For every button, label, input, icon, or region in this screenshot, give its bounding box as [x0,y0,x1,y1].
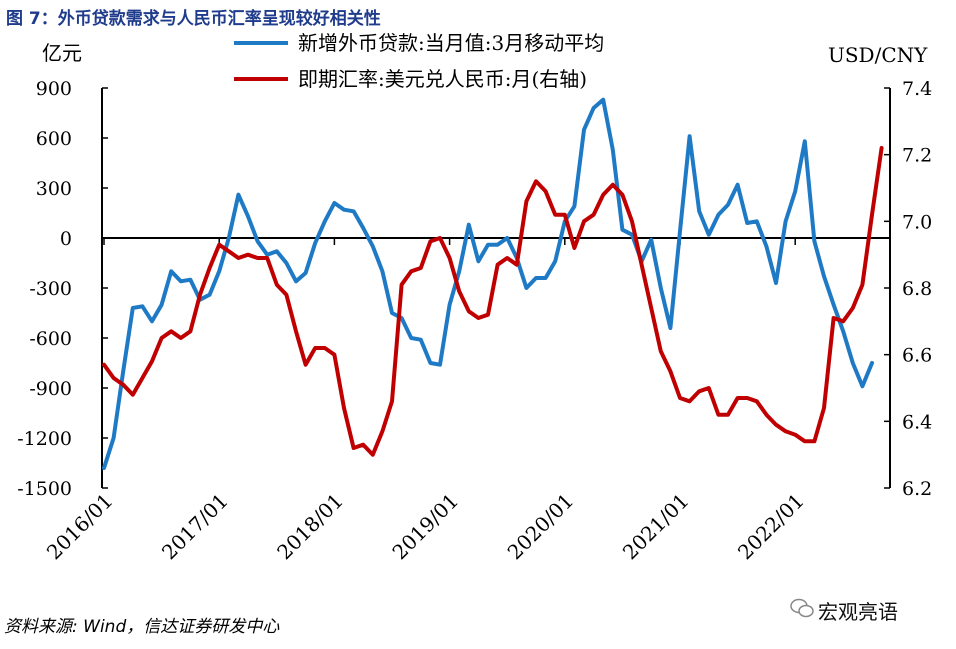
right-tick-label: 6.8 [902,278,932,300]
watermark: 宏观亮语 [818,600,898,624]
right-tick-label: 6.4 [902,411,932,433]
left-tick-label: -1500 [17,478,72,500]
left-tick-label: 0 [60,228,72,250]
x-tick-label: 2021/01 [618,489,694,565]
x-tick-label: 2019/01 [387,489,463,565]
right-tick-label: 6.6 [902,345,932,367]
source-note: 资料来源: Wind，信达证券研发中心 [4,617,280,637]
left-tick-label: 600 [36,128,72,150]
right-axis-unit: USD/CNY [828,43,928,67]
axes [101,87,891,489]
x-tick-label: 2022/01 [733,489,809,565]
left-tick-label: 300 [36,178,72,200]
right-tick-label: 6.2 [902,478,932,500]
left-tick-label: -300 [29,278,72,300]
chart-title: 图 7：外币贷款需求与人民币汇率呈现较好相关性 [6,9,381,29]
right-tick-label: 7.2 [902,145,932,167]
fx-loan-line [102,97,874,470]
legend-label-usdcny: 即期汇率:美元兑人民币:月(右轴) [298,67,587,91]
wechat-icon [790,598,814,618]
series-lines [102,97,884,470]
x-tick-label: 2017/01 [157,489,233,565]
x-tick-label: 2018/01 [272,489,348,565]
left-tick-label: 900 [36,78,72,100]
left-tick-label: -900 [29,378,72,400]
tick-labels: 900 600 300 0 -300 -600 -900 -1200 -1500 7.4 7.2 7.… [17,41,932,564]
usdcny-line [102,146,884,457]
right-tick-label: 7.0 [902,211,932,233]
x-tick-label: 2020/01 [503,489,579,565]
left-tick-label: -600 [29,328,72,350]
left-axis-unit: 亿元 [42,41,82,65]
legend-label-fx-loan: 新增外币贷款:当月值:3月移动平均 [298,31,604,55]
left-tick-label: -1200 [17,428,72,450]
right-tick-label: 7.4 [902,78,932,100]
